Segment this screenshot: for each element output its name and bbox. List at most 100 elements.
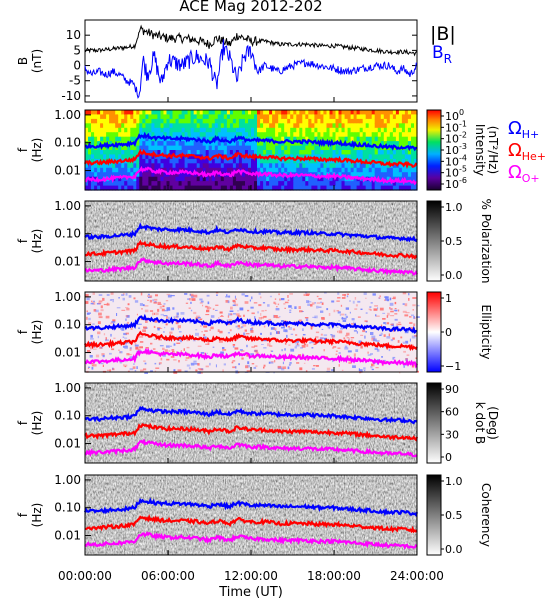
spectrogram-background	[85, 383, 417, 463]
spectrogram-cell	[157, 154, 161, 160]
spectrogram-cell	[330, 334, 333, 336]
spectrogram-cell	[275, 145, 279, 151]
spectrogram-cell	[130, 327, 133, 330]
spectrogram-cell	[168, 316, 170, 320]
colorbar-tick-label: 90	[445, 383, 459, 396]
spectrogram-cell	[284, 329, 288, 333]
spectrogram-cell	[202, 304, 204, 307]
spectrogram-cell	[409, 338, 411, 342]
spectrogram-cell	[103, 333, 106, 336]
spectrogram-cell	[202, 163, 207, 169]
spectrogram-cell	[348, 338, 350, 341]
spectrogram-cell	[398, 114, 403, 120]
spectrogram-cell	[107, 302, 109, 306]
spectrogram-cell	[235, 110, 240, 115]
spectrogram-cell	[281, 181, 285, 187]
spectrogram-cell	[94, 181, 98, 187]
spectrogram-cell	[375, 315, 380, 317]
spectrogram-cell	[153, 301, 157, 304]
spectrogram-cell	[175, 321, 179, 325]
spectrogram-cell	[315, 365, 319, 367]
spectrogram-cell	[272, 123, 276, 129]
spectrogram-cell	[401, 127, 406, 133]
spectrogram-cell	[134, 300, 139, 303]
spectrogram-cell	[401, 154, 406, 160]
spectrogram-cell	[125, 332, 129, 335]
spectrogram-cell	[211, 123, 216, 129]
spectrogram-cell	[175, 145, 180, 151]
spectrogram-cell	[106, 136, 110, 142]
spectrogram-cell	[145, 185, 149, 191]
spectrogram-cell	[296, 132, 300, 138]
spectrogram-cell	[109, 181, 113, 187]
spectrogram-cell	[338, 185, 343, 191]
spectrogram-cell	[379, 295, 381, 297]
spectrogram-cell	[296, 167, 300, 173]
spectrogram-cell	[106, 118, 110, 124]
spectrogram-cell	[308, 185, 312, 191]
spectrogram-cell	[169, 123, 174, 129]
spectrogram-cell	[152, 312, 154, 316]
spectrogram-cell	[170, 345, 172, 347]
legend-radial-B-sub: R	[444, 52, 452, 66]
spectrogram-cell	[103, 181, 107, 187]
spectrogram-cell	[157, 141, 161, 147]
spectrogram-cell	[407, 172, 412, 178]
spectrogram-cell	[229, 329, 232, 332]
spectrogram-cell	[115, 136, 119, 142]
spectrogram-cell	[278, 167, 282, 173]
spectrogram-cell	[258, 317, 262, 320]
spectrogram-cell	[329, 176, 334, 182]
spectrogram-cell	[175, 181, 180, 187]
spectrogram-cell	[109, 110, 113, 115]
spectrogram-cell	[126, 315, 130, 318]
spectrogram-cell	[151, 172, 155, 178]
spectrogram-cell	[404, 314, 409, 317]
spectrogram-cell	[380, 154, 385, 160]
spectrogram-cell	[275, 181, 279, 187]
spectrogram-cell	[115, 163, 119, 169]
spectrogram-cell	[392, 114, 397, 120]
colorbar-tick-label: 10-2	[445, 131, 467, 146]
spectrogram-cell	[139, 123, 143, 129]
spectrogram-cell	[175, 118, 180, 124]
spectrogram-cell	[404, 330, 409, 334]
spectrogram-cell	[269, 145, 273, 151]
spectrogram-cell	[193, 114, 198, 120]
spectrogram-cell	[287, 141, 291, 147]
spectrogram-cell	[333, 309, 336, 313]
spectrogram-cell	[269, 123, 273, 129]
spectrogram-cell	[302, 328, 304, 331]
spectrogram-cell	[232, 185, 237, 191]
spectrogram-cell	[411, 185, 415, 191]
spectrogram-cell	[302, 158, 306, 164]
spectrogram-cell	[175, 110, 180, 115]
spectrogram-cell	[293, 145, 297, 151]
spectrogram-cell	[374, 167, 379, 173]
spectrogram-cell	[394, 310, 398, 312]
spectrogram-cell	[214, 114, 219, 120]
spectrogram-cell	[261, 344, 264, 345]
spectrogram-cell	[356, 127, 361, 133]
spectrogram-cell	[125, 293, 128, 296]
spectrogram-cell	[302, 167, 306, 173]
spectrogram-cell	[260, 185, 264, 191]
colorbar-label: k dot B	[473, 402, 487, 444]
spectrogram-cell	[335, 167, 340, 173]
spectrogram-cell	[380, 332, 383, 335]
spectrogram-cell	[157, 150, 161, 155]
spectrogram-cell	[251, 132, 255, 138]
spectrogram-cell	[180, 350, 182, 353]
spectrogram-cell	[220, 145, 225, 151]
spectrogram-cell	[151, 185, 155, 191]
spectrogram-cell	[88, 114, 92, 120]
spectrogram-cell	[389, 185, 394, 191]
spectrogram-cell	[164, 349, 168, 353]
spectrogram-cell	[272, 181, 276, 187]
spectrogram-cell	[235, 154, 240, 160]
spectrogram-cell	[283, 324, 287, 327]
spectrogram-cell	[187, 298, 190, 300]
spectrogram-cell	[196, 118, 201, 124]
spectrogram-cell	[371, 172, 376, 178]
